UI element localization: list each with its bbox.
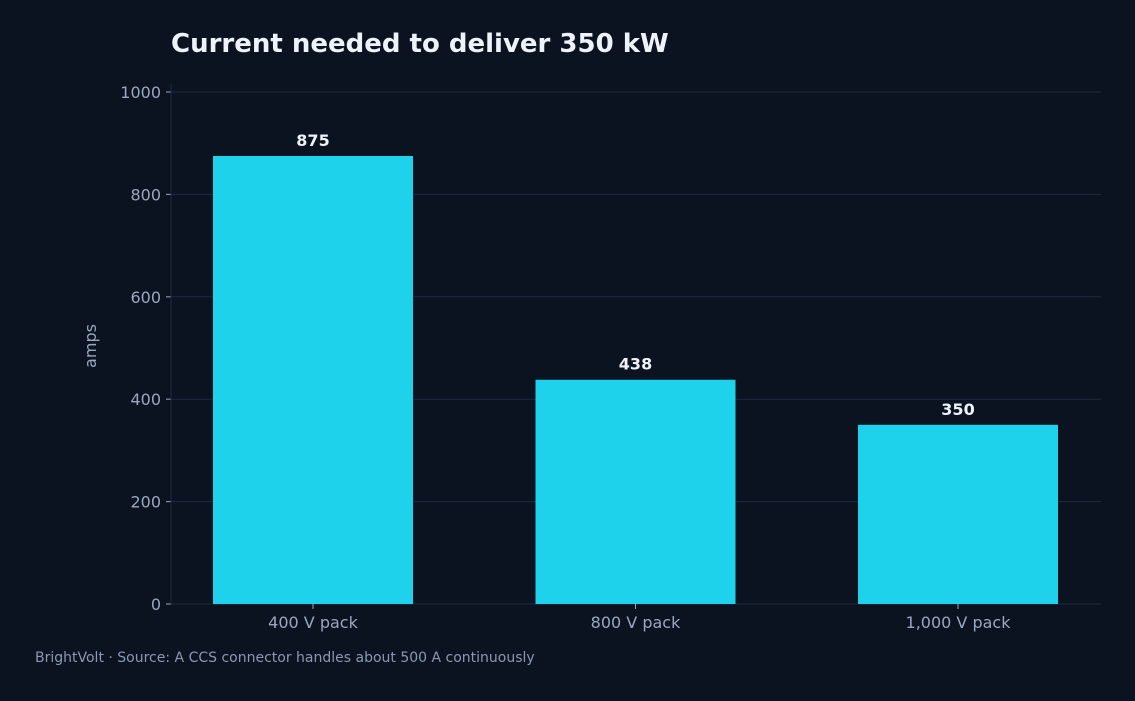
bar-value-label: 875 [296,131,329,150]
y-tick-label: 200 [130,493,161,512]
footer-note: BrightVolt · Source: A CCS connector han… [35,650,535,666]
bar [858,424,1058,604]
y-axis-title: amps [81,324,100,368]
y-tick-label: 0 [151,595,161,614]
bar-value-label: 438 [619,355,652,374]
x-tick-label: 800 V pack [591,613,681,632]
y-tick-label: 600 [130,288,161,307]
bar-value-label: 350 [941,400,974,419]
chart-title: Current needed to deliver 350 kW [171,29,669,59]
bars [213,156,1058,604]
y-tick-label: 400 [130,390,161,409]
y-tick-label: 800 [130,185,161,204]
y-tick-label: 1000 [120,83,161,102]
labels: 875 438 350 [296,131,974,419]
x-tick-label: 400 V pack [268,613,358,632]
x-tick-label: 1,000 V pack [906,613,1012,632]
bar [535,379,736,604]
bar [213,156,413,604]
